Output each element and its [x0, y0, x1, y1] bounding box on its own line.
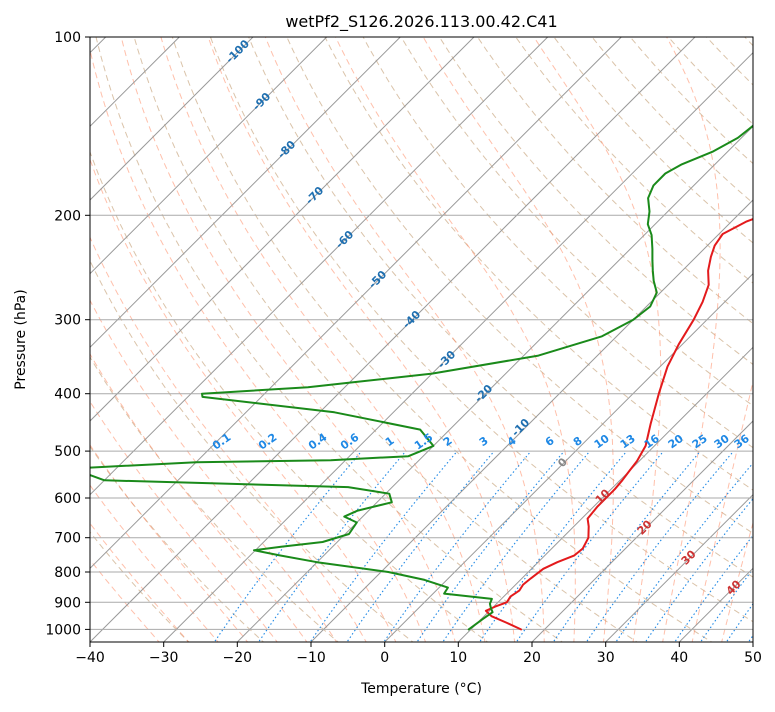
x-tick-label: −30 [149, 650, 179, 666]
y-tick-label: 400 [54, 387, 81, 403]
x-tick-label: −20 [223, 650, 253, 666]
y-tick-label: 500 [54, 444, 81, 460]
y-tick-label: 300 [54, 313, 81, 329]
x-axis-label: Temperature (°C) [360, 681, 482, 697]
y-tick-label: 100 [54, 30, 81, 46]
y-tick-label: 200 [54, 208, 81, 224]
x-tick-label: 30 [597, 650, 615, 666]
y-tick-label: 1000 [45, 622, 81, 638]
x-tick-label: 20 [523, 650, 541, 666]
y-tick-label: 900 [54, 595, 81, 611]
x-tick-label: 50 [744, 650, 762, 666]
y-tick-label: 700 [54, 531, 81, 547]
y-tick-label: 600 [54, 491, 81, 507]
x-tick-label: 40 [670, 650, 688, 666]
chart-title: wetPf2_S126.2026.113.00.42.C41 [285, 12, 557, 32]
y-axis-label: Pressure (hPa) [13, 289, 29, 389]
x-tick-label: 10 [449, 650, 467, 666]
x-tick-label: 0 [380, 650, 389, 666]
x-tick-label: −10 [296, 650, 326, 666]
y-tick-label: 800 [54, 565, 81, 581]
x-tick-label: −40 [75, 650, 105, 666]
